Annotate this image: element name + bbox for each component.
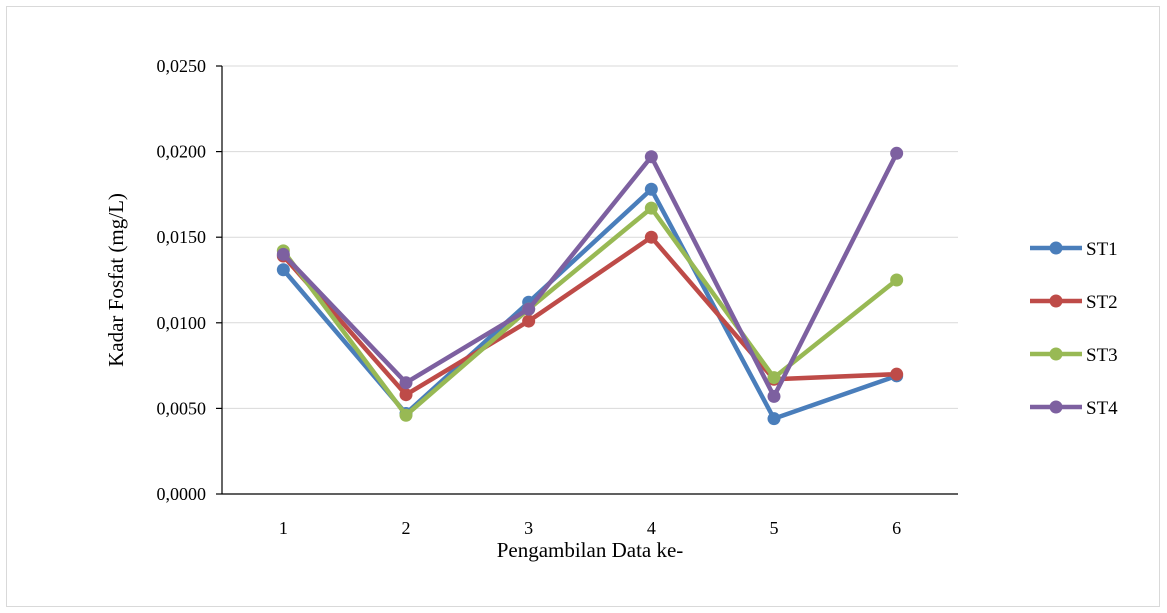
data-point	[522, 302, 536, 316]
legend-marker	[1049, 347, 1063, 361]
data-point	[276, 263, 290, 277]
legend-marker	[1049, 400, 1063, 414]
data-point	[522, 314, 536, 328]
y-tick-labels: 0,0000 0,0050 0,0100 0,0150 0,0200 0,0250	[157, 56, 207, 504]
legend-label: ST2	[1086, 292, 1118, 313]
legend-item-st1: ST1	[1030, 239, 1118, 260]
legend-item-st3: ST3	[1030, 345, 1118, 366]
y-axis-title: Kadar Fosfat (mg/L)	[104, 193, 128, 367]
data-point	[890, 273, 904, 287]
y-tick-label: 0,0100	[157, 313, 207, 333]
x-tick-labels: 1 2 3 4 5 6	[279, 518, 901, 538]
legend-label: ST4	[1086, 398, 1118, 419]
data-point	[890, 146, 904, 160]
legend-label: ST1	[1086, 239, 1118, 260]
y-tick-label: 0,0150	[157, 227, 207, 247]
x-tick-label: 5	[770, 518, 779, 538]
legend-marker	[1049, 294, 1063, 308]
data-point	[644, 230, 658, 244]
data-point	[276, 247, 290, 261]
legend-marker	[1049, 241, 1063, 255]
data-point	[399, 388, 413, 402]
series-st4	[276, 146, 904, 403]
y-tick-label: 0,0050	[157, 398, 207, 418]
x-tick-label: 2	[402, 518, 411, 538]
legend-item-st2: ST2	[1030, 292, 1118, 313]
legend-item-st4: ST4	[1030, 398, 1118, 419]
x-tick-label: 6	[892, 518, 901, 538]
x-tick-label: 3	[524, 518, 533, 538]
gridlines	[222, 65, 958, 409]
legend: ST1 ST2 ST3 ST4	[1030, 239, 1118, 419]
legend-label: ST3	[1086, 345, 1118, 366]
y-tick-label: 0,0200	[157, 142, 207, 162]
data-point	[767, 389, 781, 403]
data-point	[399, 376, 413, 390]
x-tick-label: 4	[647, 518, 656, 538]
series-line	[281, 205, 899, 418]
data-point	[644, 182, 658, 196]
series-lines	[276, 146, 904, 426]
y-tick-label: 0,0000	[157, 484, 207, 504]
chart-frame	[6, 6, 1160, 607]
y-tick-label: 0,0250	[157, 56, 207, 76]
data-point	[644, 201, 658, 215]
axes	[216, 65, 958, 495]
series-st1	[276, 182, 904, 426]
x-axis-title: Pengambilan Data ke-	[497, 538, 684, 562]
series-line	[281, 234, 899, 397]
series-line	[281, 151, 899, 399]
x-tick-label: 1	[279, 518, 288, 538]
data-point	[399, 408, 413, 422]
data-point	[767, 412, 781, 426]
data-point	[767, 371, 781, 385]
data-point	[890, 367, 904, 381]
series-line	[281, 187, 899, 421]
data-point	[644, 150, 658, 164]
